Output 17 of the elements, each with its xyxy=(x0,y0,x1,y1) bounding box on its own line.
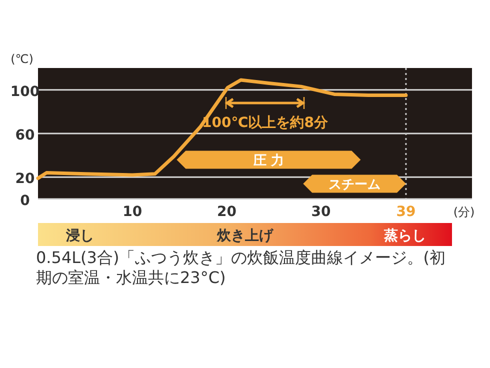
text: 蒸らし xyxy=(383,228,426,244)
y-tick-label: 60 xyxy=(15,128,35,144)
text: 炊き上げ xyxy=(216,228,274,244)
x-tick-label: 10 xyxy=(122,204,142,220)
band-label: スチーム xyxy=(328,178,381,193)
y-tick-label: 0 xyxy=(20,193,30,209)
y-tick-label: 100 xyxy=(10,84,40,100)
annotation: 100℃以上を約8分 xyxy=(202,115,329,131)
y-tick-label: 20 xyxy=(15,171,35,188)
x-tick-label: 30 xyxy=(311,204,332,220)
x-axis-title: (分) xyxy=(453,205,475,219)
band-label: 圧 力 xyxy=(252,154,284,169)
x-tick-label: 39 xyxy=(396,204,416,220)
text: 浸し xyxy=(65,228,94,244)
text: 0.54L(3合)「ふつう炊き」の炊飯温度曲線イメージ。(初期の室温・水温共に23°C) xyxy=(36,248,446,288)
x-tick-label: 20 xyxy=(216,204,237,220)
y-axis-title: (℃) xyxy=(10,52,34,66)
